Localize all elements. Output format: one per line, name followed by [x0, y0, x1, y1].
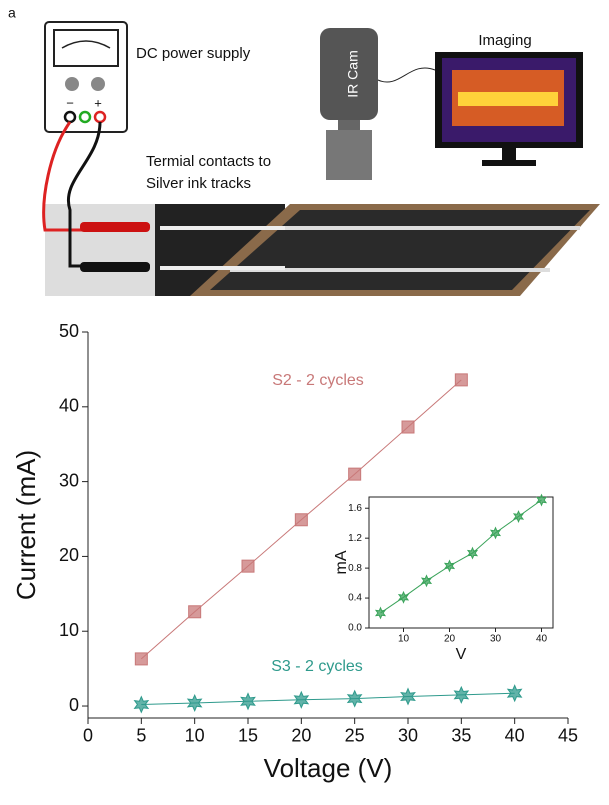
y-axis-label: Current (mA): [11, 450, 41, 600]
monitor-base: [482, 160, 536, 166]
y-tick-label: 1.6: [348, 503, 362, 514]
meter-display: [54, 30, 118, 66]
cable: [378, 68, 435, 82]
data-point: [295, 514, 307, 526]
x-tick-label: 45: [558, 725, 578, 745]
data-point: [455, 374, 467, 386]
data-point: [189, 606, 201, 618]
terminal: [80, 112, 90, 122]
data-point: [349, 468, 361, 480]
x-tick-label: 10: [185, 725, 205, 745]
y-tick-label: 0.8: [348, 563, 362, 574]
power-supply-label: DC power supply: [136, 45, 251, 62]
data-point: [242, 560, 254, 572]
y-tick-label: 0.0: [348, 623, 362, 634]
camera-neck: [338, 120, 360, 130]
thermal-core: [458, 92, 558, 106]
x-tick-label: 5: [136, 725, 146, 745]
x-tick-label: 10: [398, 634, 410, 645]
x-tick-label: 40: [536, 634, 548, 645]
minus: −: [66, 95, 74, 110]
x-tick-label: 20: [444, 634, 456, 645]
series-annotation: S2 - 2 cycles: [272, 372, 364, 389]
black-clip: [80, 262, 150, 272]
y-axis-label: mA: [333, 550, 350, 574]
x-tick-label: 0: [83, 725, 93, 745]
terminal: [65, 112, 75, 122]
x-axis-label: Voltage (V): [264, 753, 393, 783]
series-annotation: S3 - 2 cycles: [271, 658, 363, 675]
camera-stand: [326, 130, 372, 180]
x-tick-label: 35: [451, 725, 471, 745]
knob: [91, 77, 105, 91]
y-tick-label: 50: [59, 321, 79, 341]
camera-label: IR Cam: [345, 50, 361, 97]
plus: +: [94, 95, 102, 110]
y-tick-label: 20: [59, 545, 79, 565]
y-tick-label: 30: [59, 470, 79, 490]
figure: a − + DC power supply IR Cam Imaging Ter…: [0, 0, 609, 805]
x-tick-label: 15: [238, 725, 258, 745]
data-point: [135, 653, 147, 665]
x-tick-label: 20: [291, 725, 311, 745]
photo-background: [45, 204, 155, 296]
panel-b: 0 5 10 15 20 25 30 35 40 45 0 10 20 30 40 50 Voltage (V)…: [11, 321, 578, 783]
plot-frame: [369, 497, 553, 628]
y-tick-label: 0: [69, 695, 79, 715]
imaging-label: Imaging: [478, 32, 531, 49]
x-tick-label: 25: [345, 725, 365, 745]
y-tick-label: 40: [59, 396, 79, 416]
data-point: [402, 421, 414, 433]
x-axis-label: V: [456, 646, 467, 663]
panel-label: a: [8, 5, 16, 21]
x-tick-label: 30: [398, 725, 418, 745]
panel-a: a − + DC power supply IR Cam Imaging Ter…: [8, 5, 600, 296]
terminal: [95, 112, 105, 122]
monitor-neck: [502, 148, 516, 162]
y-tick-label: 0.4: [348, 593, 362, 604]
red-clip: [80, 222, 150, 232]
x-tick-label: 30: [490, 634, 502, 645]
x-tick-label: 40: [505, 725, 525, 745]
knob: [65, 77, 79, 91]
contacts-label: Termial contacts to: [146, 153, 271, 170]
y-tick-label: 10: [59, 620, 79, 640]
contacts-label: Silver ink tracks: [146, 175, 251, 192]
y-tick-label: 1.2: [348, 533, 362, 544]
